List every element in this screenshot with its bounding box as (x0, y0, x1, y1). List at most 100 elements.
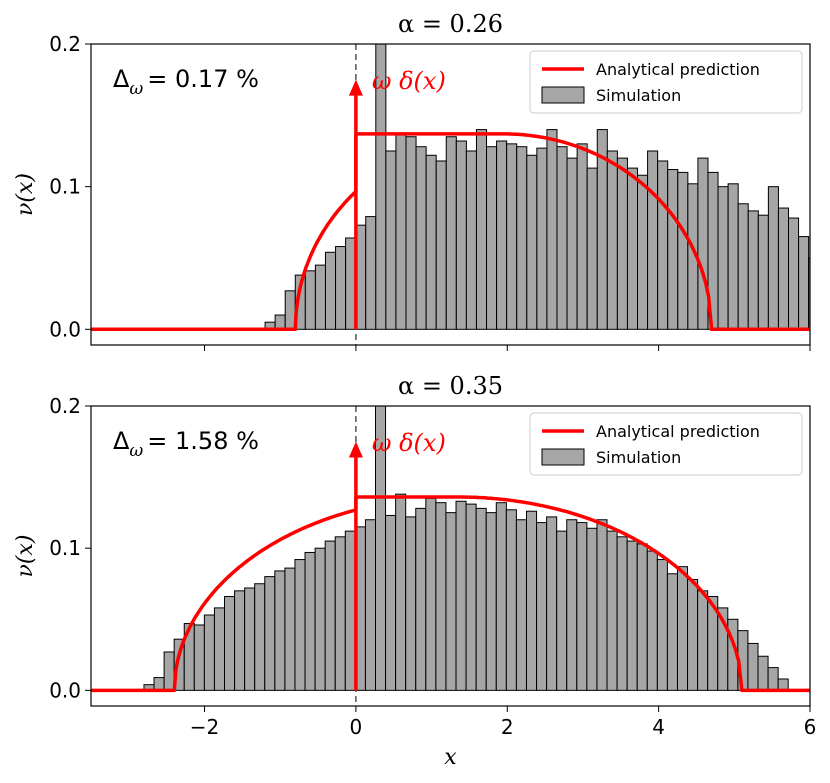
histogram-bar (364, 519, 376, 691)
histogram-bar (274, 570, 286, 691)
histogram-bar (676, 566, 689, 691)
legend: Analytical prediction Simulation (529, 50, 803, 114)
histogram-bar (777, 207, 790, 330)
histogram-bar (445, 136, 457, 330)
legend-frame (529, 412, 803, 476)
legend: Analytical prediction Simulation (529, 412, 803, 476)
histogram-bar (485, 512, 497, 691)
histogram-bar (395, 493, 407, 691)
histogram-bar (536, 522, 548, 691)
histogram-bar (556, 530, 568, 691)
histogram-bar (757, 655, 769, 691)
legend-label-simulation: Simulation (596, 86, 681, 105)
histogram-bar (788, 217, 800, 330)
histogram-bar (566, 157, 578, 330)
y-axis-label: ν(x) (13, 535, 38, 578)
histogram-bar (536, 147, 548, 330)
histogram-bar (626, 540, 638, 691)
histogram-bar (798, 236, 810, 330)
delta-symbol: Δ (113, 427, 130, 455)
legend-label-analytical: Analytical prediction (596, 60, 760, 79)
histogram-bar (616, 157, 628, 330)
histogram-bar (213, 607, 226, 691)
histogram-bar (304, 270, 316, 330)
histogram-bar (324, 251, 337, 330)
histogram-bar (405, 136, 417, 330)
histogram-bar (415, 146, 427, 330)
histogram-bar (506, 143, 518, 330)
legend-label-analytical: Analytical prediction (596, 422, 760, 441)
histogram-bar (496, 140, 508, 330)
histogram-bar (314, 547, 326, 691)
x-tick-label: 6 (804, 715, 817, 739)
histogram-bar (486, 146, 498, 330)
histogram-bar (666, 573, 678, 691)
histogram-bar (284, 290, 296, 330)
histogram-bar (747, 642, 759, 691)
delta-symbol: Δ (113, 65, 130, 93)
histogram-bar (475, 507, 487, 691)
histogram-bar (415, 507, 427, 691)
histogram-bar (697, 157, 709, 330)
x-tick-label: −2 (190, 715, 219, 739)
histogram-bar (244, 587, 256, 691)
delta-subscript: ω (129, 79, 143, 99)
legend-bar-swatch (541, 448, 585, 466)
delta-omega-label: Δω = 0.17 % (113, 65, 259, 99)
histogram-bar (647, 150, 659, 330)
histogram-bar (606, 150, 618, 330)
histogram-bar (425, 497, 437, 691)
histogram-bar (203, 614, 215, 691)
legend-label-simulation: Simulation (596, 448, 681, 467)
panel-title: α = 0.26 (398, 10, 503, 38)
plot-area (91, 44, 810, 345)
histogram-bar (385, 150, 397, 330)
histogram-bar (606, 530, 618, 691)
delta-annotation: ω δ(x) (372, 67, 446, 95)
x-axis-label: x (444, 745, 457, 770)
delta-arrow-head (348, 79, 363, 96)
histogram-bar (274, 314, 286, 330)
y-tick-label: 0.1 (49, 175, 81, 199)
histogram-bar (385, 514, 397, 691)
histogram-bar (465, 503, 477, 691)
histogram-bar (626, 167, 639, 330)
histogram-bar (636, 543, 648, 691)
histogram-bar (153, 677, 165, 691)
x-tick-label: 4 (652, 715, 665, 739)
histogram-bar (314, 264, 326, 330)
histogram-bar (365, 216, 377, 330)
histogram-bar (737, 203, 749, 330)
histogram-bar (667, 169, 679, 330)
histogram-bar (254, 583, 266, 691)
panel-2: 0.0 0.1 0.2 −2 0 2 4 6 α = 0.35 ν(x) x Δω = 1.58 % ω … (13, 372, 816, 770)
delta-omega-label: Δω = 1.58 % (113, 427, 259, 461)
histogram-bar (566, 519, 578, 691)
panel-title: α = 0.35 (398, 372, 503, 400)
histogram-bar (586, 527, 598, 691)
histogram-bar (324, 540, 336, 691)
histogram-bar (525, 510, 538, 691)
histogram-bar (224, 596, 236, 691)
histogram-bar (334, 536, 346, 691)
histogram-bar (395, 133, 407, 330)
histogram-bar (515, 519, 527, 691)
histogram-bar (425, 154, 437, 330)
histogram-bar (495, 502, 507, 691)
legend-bar-swatch (541, 86, 585, 104)
histogram-bar (767, 667, 779, 691)
histogram-bar (435, 160, 447, 330)
delta-subscript: ω (129, 441, 143, 461)
histogram-bar (163, 651, 175, 691)
y-tick-label: 0.2 (49, 32, 81, 56)
histogram-bar (657, 160, 669, 330)
histogram-bar (445, 512, 457, 691)
histogram-bar (465, 150, 477, 330)
delta-value: = 1.58 % (147, 427, 259, 455)
histogram-bar (616, 536, 628, 691)
histogram-bar (656, 559, 668, 691)
axes-frame (90, 43, 811, 346)
delta-annotation: ω δ(x) (372, 429, 446, 457)
histogram-bar (475, 129, 488, 330)
